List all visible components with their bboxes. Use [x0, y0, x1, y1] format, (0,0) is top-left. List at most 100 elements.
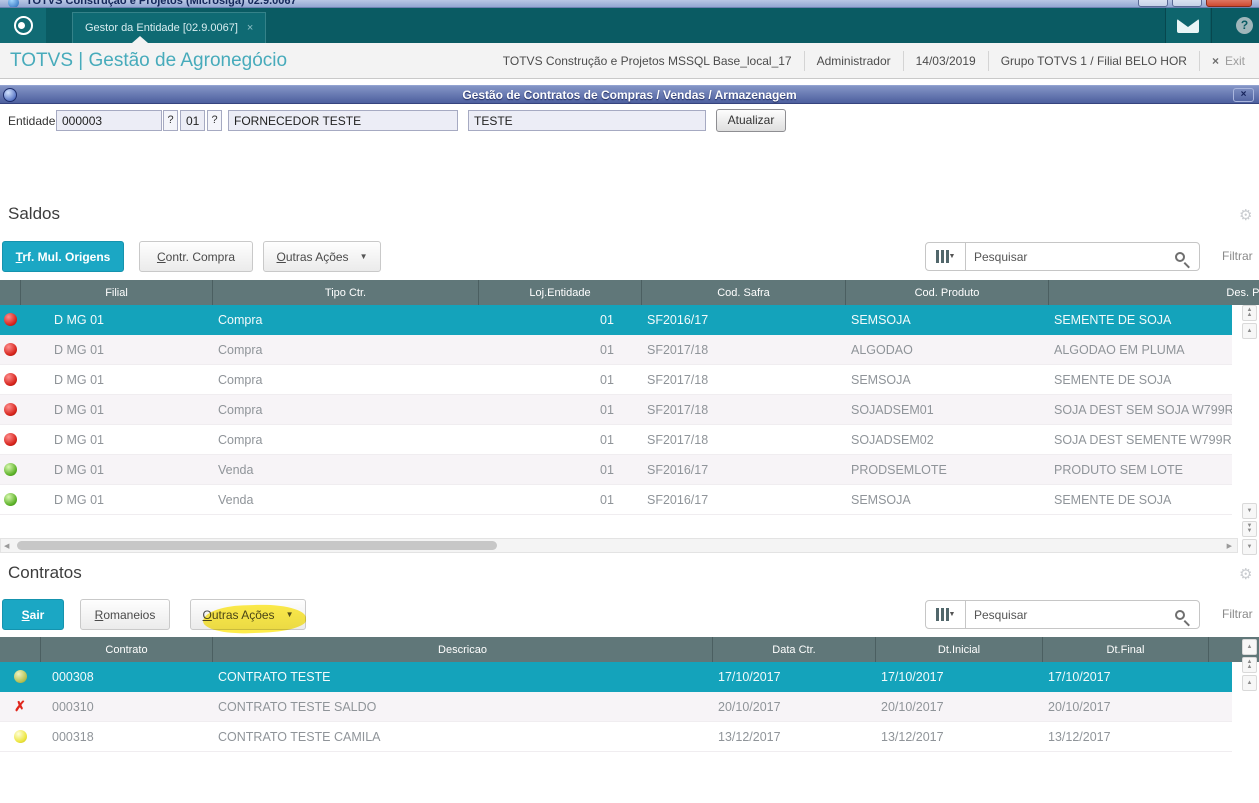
table-row[interactable]: D MG 01 Compra 01 SF2017/18 SEMSOJA SEME… [0, 365, 1232, 395]
scroll-down-button[interactable]: ▼ [1242, 539, 1257, 555]
column-header-dt-final[interactable]: Dt.Final [1042, 637, 1208, 662]
cell-loj-entidade: 01 [600, 462, 614, 477]
scrollbar-thumb[interactable] [17, 541, 497, 550]
exit-button[interactable]: × Exit [1212, 54, 1245, 68]
cell-filial: D MG 01 [54, 312, 105, 327]
cell-cod-produto: ALGODAO [851, 342, 913, 357]
column-header-cod-produto[interactable]: Cod. Produto [845, 280, 1048, 305]
cell-tipo-ctr: Compra [218, 402, 263, 417]
search-icon[interactable] [1175, 251, 1185, 262]
table-row[interactable]: 000308 CONTRATO TESTE 17/10/2017 17/10/2… [0, 662, 1232, 692]
cell-des-produto: SEMENTE DE SOJA [1054, 372, 1172, 387]
column-header-tipo-ctr[interactable]: Tipo Ctr. [212, 280, 478, 305]
column-header-filial[interactable]: Filial [20, 280, 212, 305]
tab-gestor-da-entidade[interactable]: Gestor da Entidade [02.9.0067] × [72, 12, 267, 43]
column-header[interactable] [1208, 637, 1259, 662]
table-row[interactable]: D MG 01 Venda 01 SF2016/17 PRODSEMLOTE P… [0, 455, 1232, 485]
chevron-down-icon: ▼ [359, 252, 368, 261]
search-input[interactable] [966, 607, 1175, 622]
scroll-up-button[interactable]: ▲ [1242, 323, 1257, 339]
table-row[interactable]: 000318 CONTRATO TESTE CAMILA 13/12/2017 … [0, 722, 1232, 752]
cell-tipo-ctr: Compra [218, 342, 263, 357]
store-lookup-button[interactable]: ? [207, 110, 222, 131]
scroll-up-button[interactable]: ▲ [1242, 675, 1257, 691]
column-header-loj-entidade[interactable]: Loj.Entidade [478, 280, 641, 305]
totvs-logo-tile[interactable] [0, 8, 46, 43]
column-selector-button[interactable]: ▼ [926, 601, 966, 628]
cell-filial: D MG 01 [54, 402, 105, 417]
column-header[interactable] [0, 637, 40, 662]
filtrar-link[interactable]: Filtrar [1222, 607, 1253, 621]
mail-icon [1177, 18, 1199, 33]
search-input[interactable] [966, 249, 1175, 264]
search-icon[interactable] [1175, 609, 1185, 620]
table-row[interactable]: ✗ 000310 CONTRATO TESTE SALDO 20/10/2017… [0, 692, 1232, 722]
entity-short-name-field[interactable] [468, 110, 706, 131]
header-info: TOTVS Construção e Projetos MSSQL Base_l… [503, 50, 1259, 71]
table-row[interactable]: D MG 01 Compra 01 SF2017/18 SOJADSEM01 S… [0, 395, 1232, 425]
filtrar-link[interactable]: Filtrar [1222, 249, 1253, 263]
status-icon: ✗ [14, 698, 26, 714]
trf-mul-origens-button[interactable]: Trf. Mul. Origens [2, 241, 124, 272]
sair-button[interactable]: Sair [2, 599, 64, 630]
entity-lookup-button[interactable]: ? [163, 110, 178, 131]
saldos-scroll-rail-top: ▲ ▲ ▲ [1242, 305, 1257, 341]
entity-code-field[interactable] [56, 110, 162, 131]
gear-icon[interactable]: ⚙ [1239, 566, 1253, 583]
cell-des-produto: SEMENTE DE SOJA [1054, 312, 1172, 327]
contratos-table-header: Contrato Descricao Data Ctr. Dt.Inicial … [0, 637, 1259, 662]
status-cell [0, 425, 20, 454]
gear-icon[interactable]: ⚙ [1239, 207, 1253, 224]
romaneios-button[interactable]: Romaneios [80, 599, 170, 630]
column-header-cod-safra[interactable]: Cod. Safra [641, 280, 845, 305]
chevron-down-icon: ▼ [948, 253, 956, 260]
brand-title: TOTVS | Gestão de Agronegócio [10, 49, 288, 71]
window-maximize-button[interactable] [1172, 0, 1202, 7]
store-code-field[interactable] [180, 110, 205, 131]
scroll-right-icon[interactable]: ▶ [1226, 543, 1232, 550]
table-row[interactable]: D MG 01 Compra 01 SF2016/17 SEMSOJA SEME… [0, 305, 1232, 335]
cell-cod-produto: SOJADSEM02 [851, 432, 934, 447]
cell-dt-inicial: 20/10/2017 [881, 699, 944, 714]
cell-cod-safra: SF2017/18 [647, 432, 709, 447]
contr-compra-button[interactable]: Contr. Compra [139, 241, 253, 272]
window-minimize-button[interactable] [1138, 0, 1168, 7]
window-close-button[interactable] [1206, 0, 1252, 7]
column-header-dt-inicial[interactable]: Dt.Inicial [875, 637, 1042, 662]
saldos-horizontal-scrollbar[interactable]: ◀ ▶ [0, 538, 1238, 553]
column-header-data-ctr[interactable]: Data Ctr. [712, 637, 875, 662]
divider [1165, 8, 1166, 43]
scroll-double-down-button[interactable]: ▼ ▼ [1242, 521, 1257, 537]
column-header-descricao[interactable]: Descricao [212, 637, 712, 662]
column-header[interactable] [0, 280, 20, 305]
scroll-double-up-button[interactable]: ▲ ▲ [1242, 657, 1257, 673]
status-cell [0, 305, 20, 334]
entity-name-field[interactable] [228, 110, 458, 131]
help-icon[interactable]: ? [1236, 17, 1253, 34]
table-row[interactable]: D MG 01 Venda 01 SF2016/17 SEMSOJA SEMEN… [0, 485, 1232, 515]
scroll-down-button[interactable]: ▼ [1242, 503, 1257, 519]
cell-tipo-ctr: Compra [218, 312, 263, 327]
scroll-up-button[interactable]: ▲ [1242, 639, 1257, 655]
outras-acoes-button-contratos[interactable]: Outras Ações ▼ [190, 599, 306, 630]
status-icon [3, 343, 17, 356]
tab-close-icon[interactable]: × [246, 22, 254, 34]
column-selector-button[interactable]: ▼ [926, 243, 966, 270]
dialog-close-button[interactable]: × [1233, 88, 1254, 102]
atualizar-button[interactable]: Atualizar [716, 109, 786, 132]
table-row[interactable]: D MG 01 Compra 01 SF2017/18 ALGODAO ALGO… [0, 335, 1232, 365]
cell-cod-safra: SF2017/18 [647, 402, 709, 417]
table-row[interactable]: D MG 01 Compra 01 SF2017/18 SOJADSEM02 S… [0, 425, 1232, 455]
mail-button[interactable] [1166, 8, 1210, 43]
cell-dt-final: 20/10/2017 [1048, 699, 1111, 714]
status-cell [0, 335, 20, 364]
column-header-contrato[interactable]: Contrato [40, 637, 212, 662]
column-header-des-produto[interactable]: Des. Produto [1048, 280, 1259, 305]
status-icon [3, 403, 17, 416]
scroll-left-icon[interactable]: ◀ [4, 543, 10, 550]
outras-acoes-button-saldos[interactable]: Outras Ações ▼ [263, 241, 381, 272]
cell-filial: D MG 01 [54, 432, 105, 447]
app-header: TOTVS | Gestão de Agronegócio TOTVS Cons… [0, 43, 1259, 79]
scroll-double-up-button[interactable]: ▲ ▲ [1242, 305, 1257, 321]
window-title: TOTVS Construção e Projetos (Microsiga) … [26, 0, 297, 7]
